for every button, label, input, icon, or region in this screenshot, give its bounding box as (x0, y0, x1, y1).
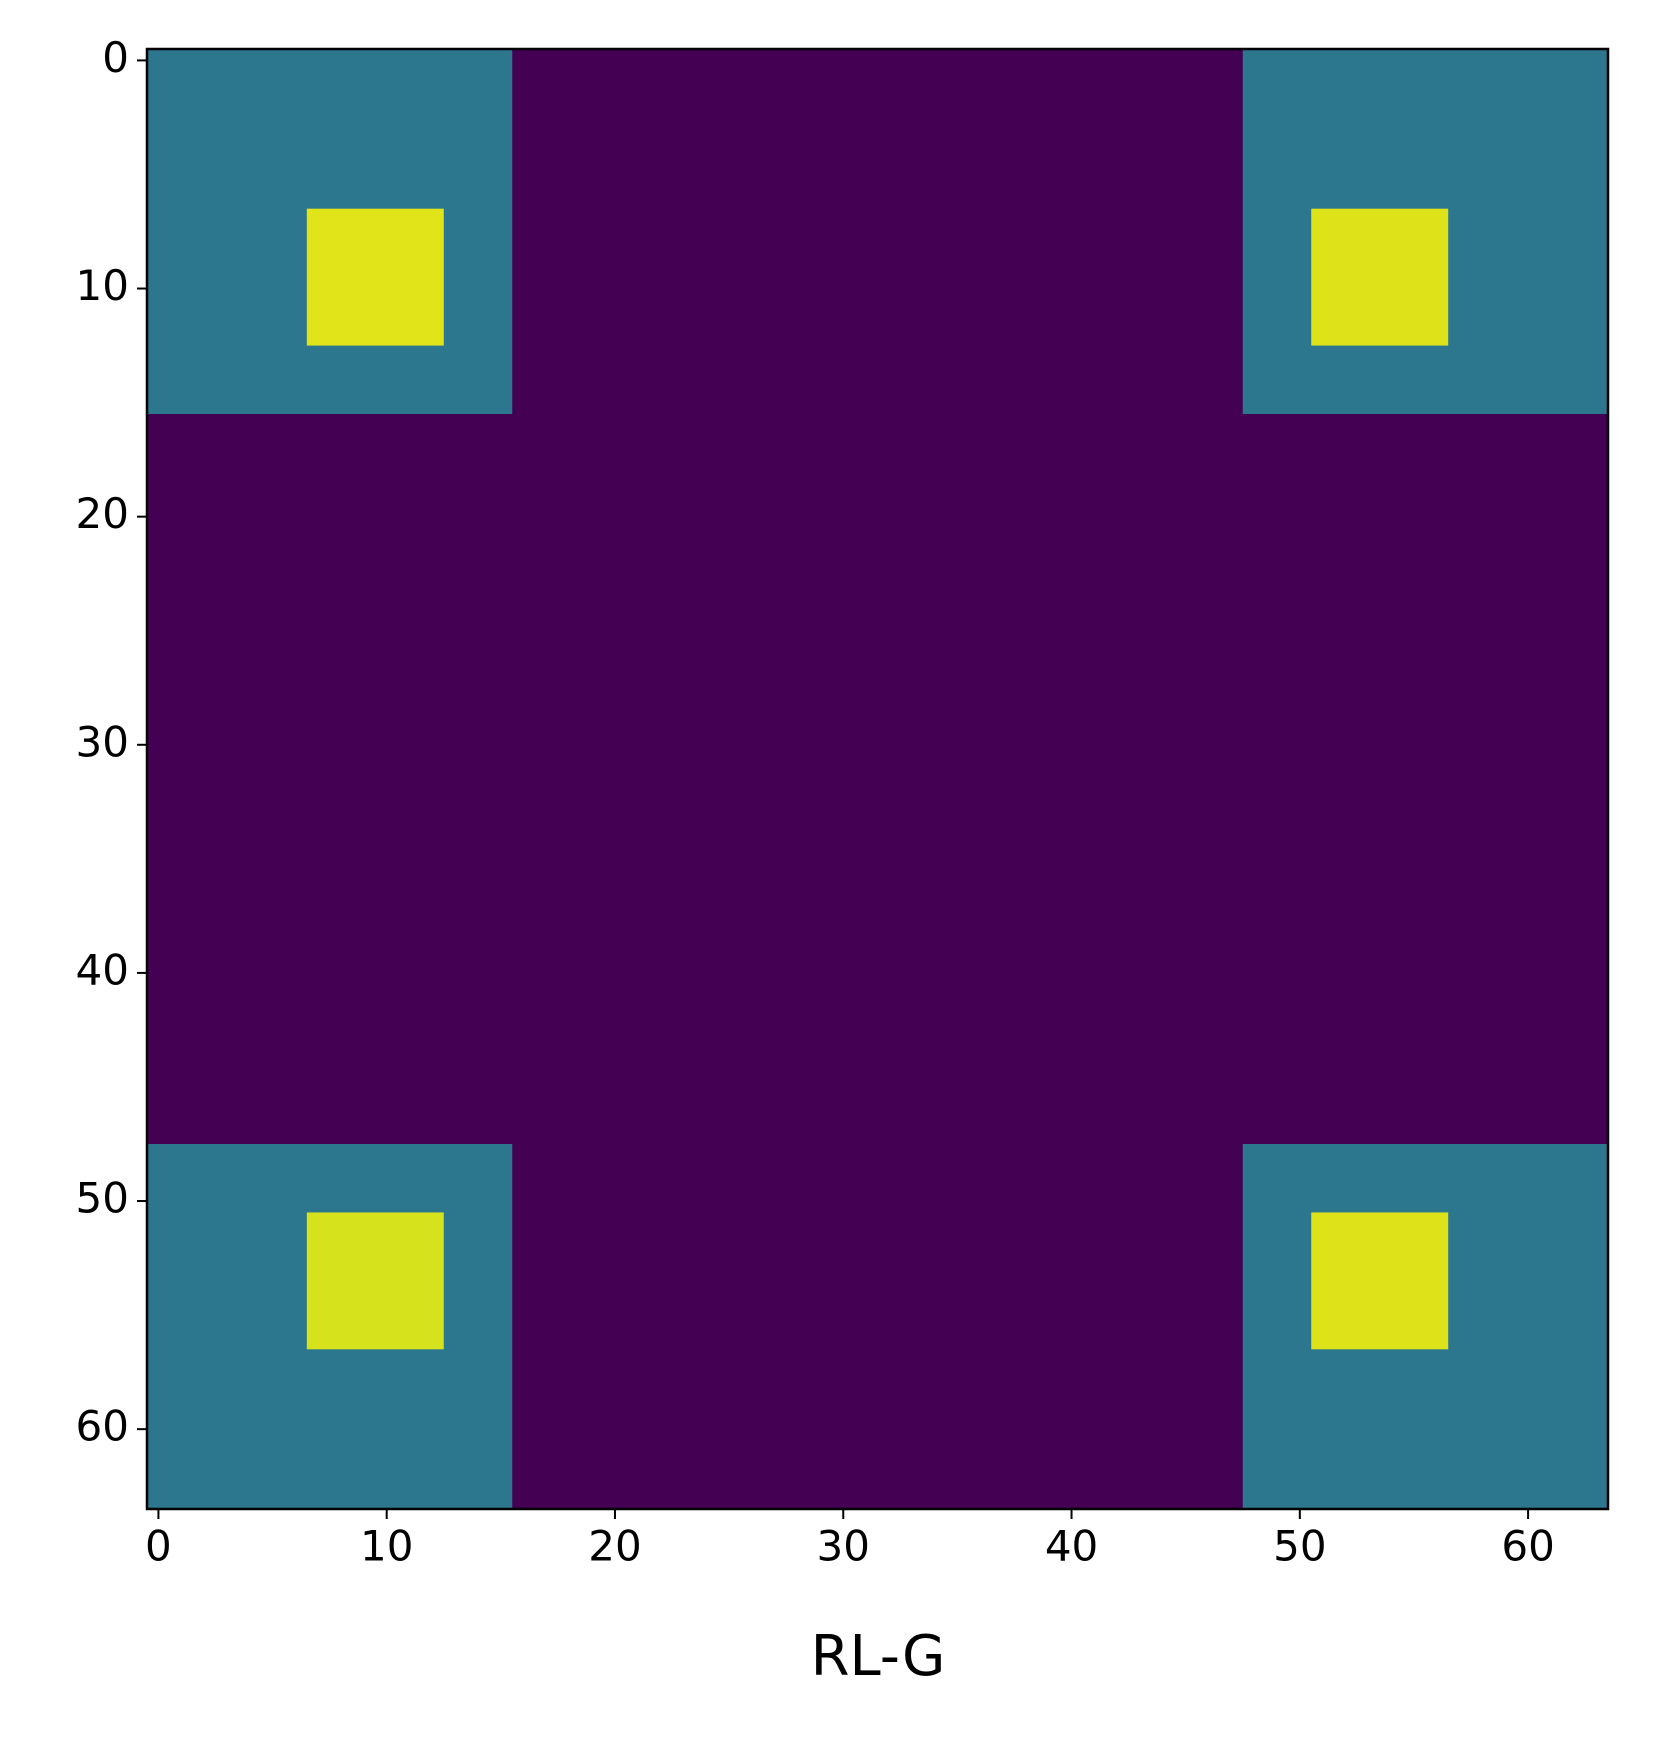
x-tick-label: 0 (145, 1522, 172, 1571)
x-tick-label: 30 (817, 1522, 870, 1571)
x-tick-label: 50 (1273, 1522, 1326, 1571)
y-tick-label: 0 (102, 33, 129, 82)
x-tick-label: 10 (360, 1522, 413, 1571)
y-tick-label: 30 (76, 717, 129, 766)
y-tick-label: 20 (76, 489, 129, 538)
x-tick-label: 60 (1501, 1522, 1554, 1571)
heatmap-cell (1311, 208, 1449, 346)
y-tick-label: 40 (76, 945, 129, 994)
heatmap-cell (306, 208, 444, 346)
y-tick-label: 10 (76, 261, 129, 310)
y-tick-label: 50 (76, 1174, 129, 1223)
heatmap-cell (1311, 1212, 1449, 1350)
y-tick-label: 60 (76, 1402, 129, 1451)
x-axis-label: RL-G (811, 1624, 946, 1689)
x-tick-label: 20 (588, 1522, 641, 1571)
heatmap-cell (306, 1212, 444, 1350)
plot-frame (145, 47, 1610, 1511)
x-tick-label: 40 (1045, 1522, 1098, 1571)
